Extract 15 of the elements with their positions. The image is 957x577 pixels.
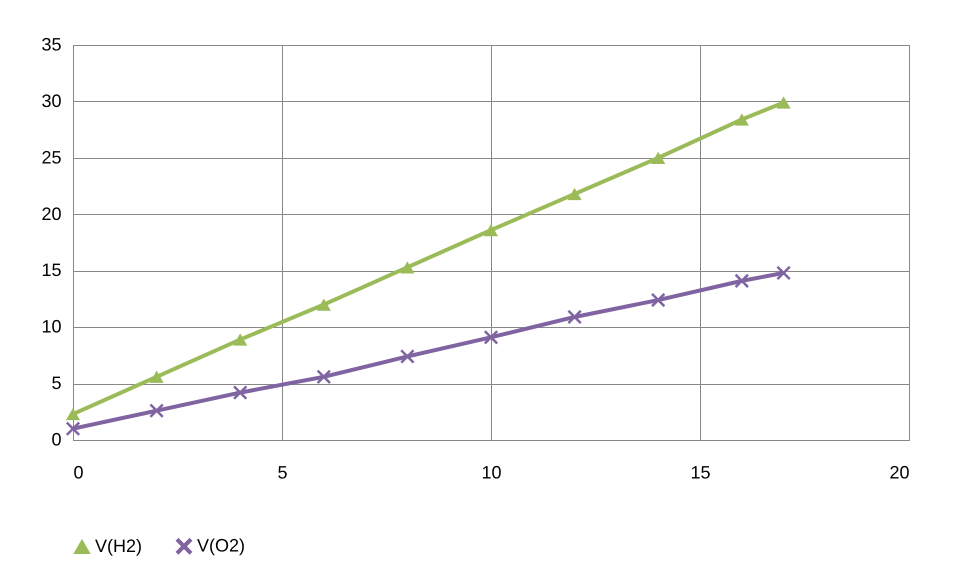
y-tick-label: 20 xyxy=(41,204,62,224)
legend-label: V(O2) xyxy=(197,535,246,556)
y-tick-label: 25 xyxy=(41,147,62,168)
x-tick-label: 10 xyxy=(481,462,502,482)
x-tick-label: 0 xyxy=(74,462,84,482)
x-tick-label: 15 xyxy=(690,462,711,482)
y-tick-label: 35 xyxy=(41,34,62,54)
x-tick-label: 20 xyxy=(889,462,910,482)
x-tick-label: 5 xyxy=(277,462,288,482)
y-tick-label: 0 xyxy=(51,430,62,450)
y-tick-label: 5 xyxy=(51,373,62,394)
y-tick-label: 30 xyxy=(41,90,62,111)
legend-label: V(H2) xyxy=(95,536,142,556)
y-tick-label: 10 xyxy=(41,316,62,337)
y-tick-label: 15 xyxy=(41,260,62,280)
